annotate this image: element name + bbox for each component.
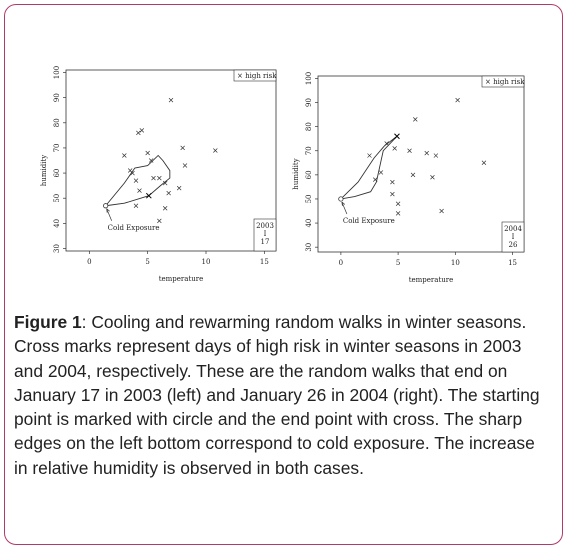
cold-exposure-label: Cold Exposure [108,224,160,232]
y-tick-label: 40 [305,219,313,228]
y-tick-label: 30 [53,244,61,253]
x-tick-label: 10 [451,259,460,267]
high-risk-point [213,148,218,153]
high-risk-point [162,206,168,211]
high-risk-point [430,175,435,180]
legend-box [481,75,525,88]
high-risk-point [136,130,141,136]
high-risk-point [378,170,384,175]
x-tick-label: 0 [87,258,91,266]
y-tick-label: 100 [305,72,313,85]
x-tick-label: 10 [202,258,211,266]
y-tick-label: 70 [53,143,61,152]
date-box-line: 2004 [504,225,522,233]
date-box-line: 2003 [256,222,274,230]
x-tick-label: 0 [339,259,343,267]
high-risk-point [130,170,135,176]
high-risk-point [481,160,487,166]
figure-label: Figure 1 [14,312,82,332]
y-tick-label: 100 [53,66,61,79]
figure-caption: Figure 1: Cooling and rewarming random w… [14,310,544,480]
figure-box [4,4,563,545]
y-axis-label: humidity [292,158,300,189]
y-tick-label: 80 [305,122,313,131]
chart-left: 0 5 10 15 30 40 50 60 70 80 90 100 temperature humidi… [40,58,295,288]
y-tick-label: 60 [53,169,61,178]
high-risk-point [157,175,162,181]
x-axis-label: temperature [409,276,454,284]
y-tick-label: 60 [305,170,313,179]
high-risk-point [455,97,460,103]
random-walk-line [340,135,398,200]
high-risk-point [413,117,418,122]
high-risk-point [395,211,401,216]
cold-exposure-arrowhead [341,201,346,207]
x-tick-label: 5 [145,258,149,266]
high-risk-point [145,150,150,156]
high-risk-point [148,158,154,163]
date-box-line: 26 [509,241,518,249]
x-axis-label: temperature [159,275,204,283]
high-risk-point [137,188,142,193]
high-risk-point [367,153,372,158]
x-tick-label: 15 [508,259,517,267]
high-risk-point [133,178,139,183]
high-risk-point [407,148,412,153]
high-risk-point [433,153,439,158]
y-axis-label: humidity [40,155,48,186]
legend-entry: × high risk [485,78,525,86]
high-risk-point [176,185,182,191]
y-tick-label: 90 [305,98,313,107]
chart-right-svg: 0 5 10 15 30 40 50 60 70 80 90 100 temperature humidi… [292,72,525,284]
y-tick-label: 50 [53,194,61,203]
cold-exposure-arrow [341,201,348,215]
y-tick-label: 30 [305,243,313,252]
high-risk-point [166,190,171,196]
y-tick-label: 90 [53,93,61,102]
date-box [253,218,277,252]
walk-start-circle [338,196,344,202]
date-box-line: I [512,233,515,241]
legend-box [233,69,277,82]
y-tick-label: 70 [305,146,313,155]
x-tick-label: 15 [260,258,269,266]
legend-entry: × high risk [237,72,277,80]
high-risk-point [424,150,429,156]
walk-end-cross [394,133,400,140]
high-risk-point [390,179,395,185]
high-risk-point [410,172,416,178]
high-risk-point [157,218,162,224]
high-risk-point [162,180,168,186]
high-risk-point [390,191,395,197]
high-risk-point [151,175,156,181]
date-box-line: I [264,230,267,238]
date-box-line: 17 [261,238,270,246]
chart-right: 0 5 10 15 30 40 50 60 70 80 90 100 temperature humidi… [288,72,538,284]
walk-start-circle [103,203,109,209]
plot-frame [65,69,277,252]
x-tick-label: 5 [396,259,400,267]
high-risk-point [395,201,401,207]
caption-text: : Cooling and rewarming random walks in … [14,312,540,478]
high-risk-point [122,153,127,158]
high-risk-point [139,128,145,133]
y-tick-label: 50 [305,194,313,203]
high-risk-point [392,146,397,151]
high-risk-point [439,208,444,214]
random-walk-line [105,154,171,207]
date-box [501,221,525,253]
y-tick-label: 80 [53,118,61,127]
y-tick-label: 40 [53,219,61,228]
high-risk-point [180,145,185,151]
cold-exposure-arrowhead [106,208,110,213]
walk-end-cross [145,192,152,199]
plot-frame [317,75,525,253]
cold-exposure-label: Cold Exposure [343,217,395,225]
cold-exposure-arrow [106,208,112,221]
chart-left-svg: 0 5 10 15 30 40 50 60 70 80 90 100 temperature humidi… [40,66,277,283]
high-risk-point [168,97,174,103]
high-risk-point [133,203,139,208]
high-risk-point [182,163,188,168]
